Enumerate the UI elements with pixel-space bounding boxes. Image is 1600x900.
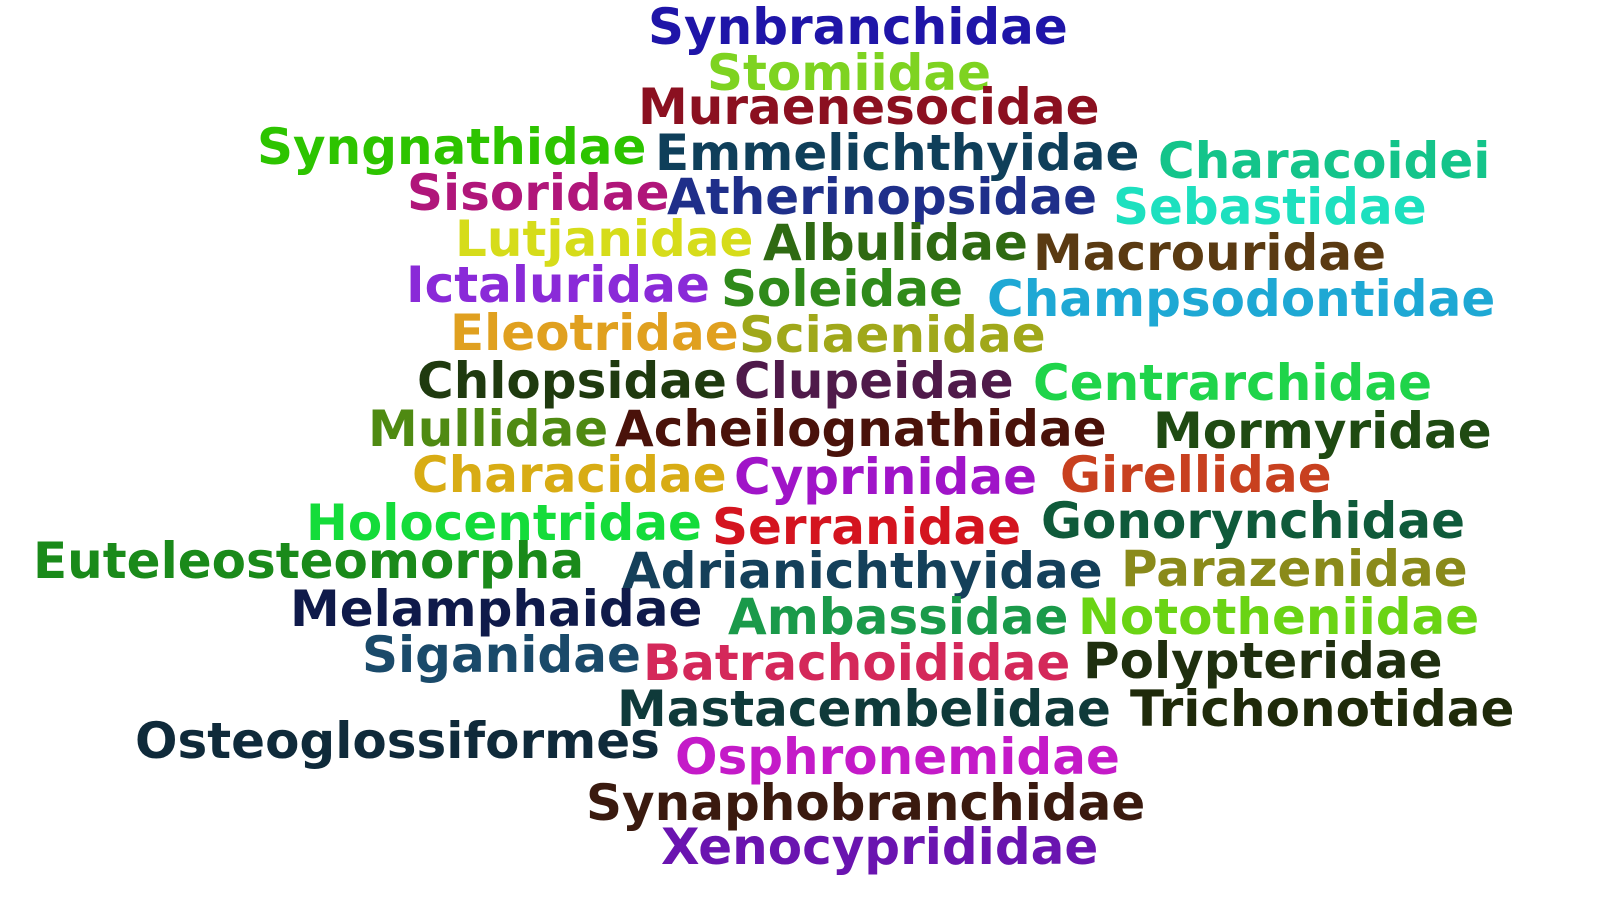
word-sisoridae: Sisoridae [407,164,670,222]
word-polypteridae: Polypteridae [1083,632,1443,690]
word-serranidae: Serranidae [712,498,1022,556]
word-cyprinidae: Cyprinidae [734,448,1038,506]
word-characoidei: Characoidei [1158,132,1491,190]
word-acheilognathidae: Acheilognathidae [615,400,1107,458]
word-sebastidae: Sebastidae [1113,178,1427,236]
word-emmelichthyidae: Emmelichthyidae [655,124,1140,182]
word-osphronemidae: Osphronemidae [675,728,1120,786]
word-sciaenidae: Sciaenidae [739,306,1046,364]
word-mormyridae: Mormyridae [1153,402,1492,460]
word-parazenidae: Parazenidae [1121,540,1468,598]
word-macrouridae: Macrouridae [1033,224,1386,282]
word-trichonotidae: Trichonotidae [1130,680,1515,738]
word-soleidae: Soleidae [721,260,963,318]
word-syngnathidae: Syngnathidae [257,118,647,176]
word-chlopsidae: Chlopsidae [417,352,727,410]
word-ictaluridae: Ictaluridae [406,256,710,314]
word-stomiidae: Stomiidae [707,44,992,102]
word-holocentridae: Holocentridae [306,494,702,552]
word-mastacembelidae: Mastacembelidae [617,680,1111,738]
word-girellidae: Girellidae [1060,446,1332,504]
word-lutjanidae: Lutjanidae [455,210,754,268]
word-ambassidae: Ambassidae [728,588,1069,646]
word-clupeidae: Clupeidae [734,352,1014,410]
word-siganidae: Siganidae [362,626,641,684]
word-euteleosteomorpha: Euteleosteomorpha [33,532,585,590]
word-batrachoididae: Batrachoididae [643,634,1071,692]
word-characidae: Characidae [412,446,727,504]
word-gonorynchidae: Gonorynchidae [1041,492,1465,550]
word-synaphobranchidae: Synaphobranchidae [586,774,1146,832]
word-synbranchidae: Synbranchidae [648,0,1068,56]
word-champsodontidae: Champsodontidae [987,270,1496,328]
word-adrianichthyidae: Adrianichthyidae [622,542,1103,600]
word-eleotridae: Eleotridae [450,304,739,362]
word-centrarchidae: Centrarchidae [1033,354,1432,412]
word-mullidae: Mullidae [368,400,609,458]
word-nototheniidae: Nototheniidae [1078,588,1480,646]
word-melamphaidae: Melamphaidae [290,580,703,638]
word-muraenesocidae: Muraenesocidae [638,78,1100,136]
word-xenocyprididae: Xenocyprididae [661,818,1099,876]
word-atherinopsidae: Atherinopsidae [667,168,1097,226]
word-osteoglossiformes: Osteoglossiformes [135,712,660,770]
word-albulidae: Albulidae [763,214,1028,272]
